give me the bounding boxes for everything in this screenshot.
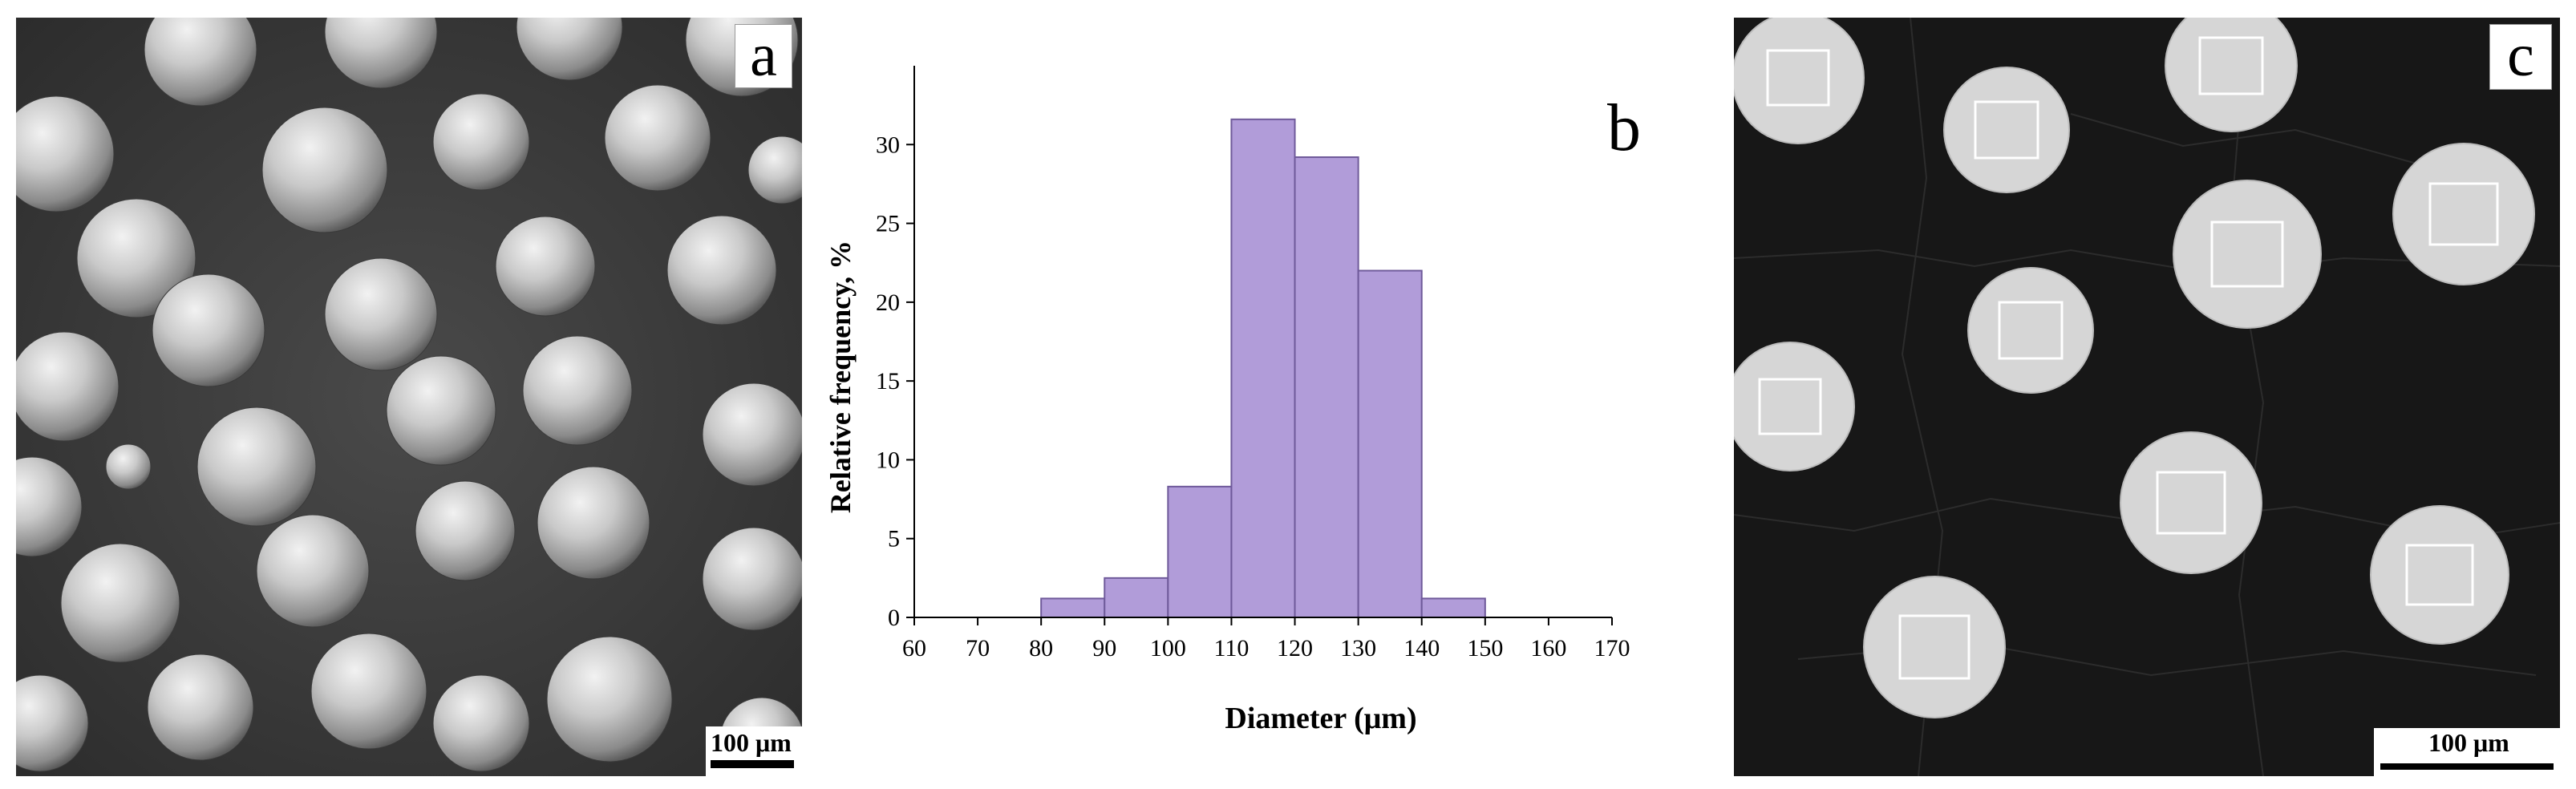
y-tick-label: 20: [876, 289, 900, 316]
y-tick-label: 30: [876, 132, 900, 158]
powder-sphere: [196, 407, 317, 527]
x-tick-label: 90: [1092, 635, 1116, 662]
powder-sphere: [16, 456, 83, 557]
x-axis-label: Diameter (μm): [1225, 702, 1416, 735]
panel-label-c: c: [2489, 24, 2552, 90]
x-tick-label: 150: [1467, 635, 1503, 662]
powder-sphere: [105, 443, 152, 490]
powder-sphere: [60, 543, 180, 663]
diameter-histogram: 60 70 80 90 100 110 120 130 140 150 160 170 0 5 10 15 2…: [824, 66, 1630, 735]
powder-sphere: [415, 480, 516, 581]
y-tick-label: 25: [876, 211, 900, 237]
particle-cross-section: [2392, 143, 2535, 285]
powder-sphere: [16, 674, 89, 772]
powder-sphere: [144, 18, 257, 107]
x-tick-label: 80: [1029, 635, 1053, 662]
powder-sphere: [432, 93, 530, 191]
histogram-panel: 60 70 80 90 100 110 120 130 140 150 160 170 0 5 10 15 2…: [818, 24, 1700, 770]
scale-label-a: 100 μm: [711, 728, 792, 757]
histogram-bar: [1230, 118, 1296, 618]
powder-sphere: [324, 257, 438, 371]
powder-sphere: [516, 18, 623, 81]
particle-cross-section: [1967, 267, 2094, 394]
particle-cross-section: [1943, 67, 2070, 193]
powder-sphere: [76, 198, 196, 318]
analysis-box: [2428, 182, 2499, 246]
powder-sphere: [16, 331, 119, 442]
powder-sphere: [310, 633, 427, 750]
scale-line-c: [2380, 763, 2554, 770]
histogram-bar: [1167, 485, 1233, 618]
sem-powder-image: a 100 μm: [16, 18, 802, 776]
x-tick-label: 170: [1594, 635, 1630, 662]
powder-sphere: [386, 355, 496, 466]
particle-cross-section: [1734, 18, 1865, 144]
powder-sphere: [147, 653, 254, 761]
powder-sphere: [666, 215, 777, 326]
powder-sphere: [537, 466, 650, 580]
x-tick-label: 160: [1530, 635, 1566, 662]
scale-bar-c: 100 μm: [2374, 728, 2560, 776]
y-tick-label: 5: [888, 526, 900, 552]
analysis-box: [1898, 614, 1970, 680]
y-axis-label: Relative frequency, %: [824, 241, 857, 513]
analysis-box: [1766, 49, 1830, 107]
powder-sphere: [522, 335, 633, 446]
powder-sphere: [16, 95, 115, 212]
particle-cross-section: [2165, 18, 2298, 132]
x-tick-label: 60: [902, 635, 926, 662]
powder-sphere: [546, 636, 673, 763]
panel-letter-b-text: b: [1607, 91, 1641, 165]
panel-letter-c-text: c: [2507, 22, 2534, 89]
powder-sphere: [747, 136, 802, 204]
powder-sphere: [604, 84, 711, 192]
analysis-box: [2198, 36, 2264, 95]
analysis-box: [1974, 100, 2039, 160]
cross-section-image: c 100 μm: [1734, 18, 2560, 776]
analysis-box: [2405, 544, 2474, 606]
x-tick-label: 70: [966, 635, 990, 662]
powder-sphere: [702, 527, 802, 631]
panel-label-a: a: [735, 24, 792, 88]
histogram-bar: [1357, 269, 1423, 618]
histogram-bar: [1104, 577, 1169, 618]
y-tick-label: 10: [876, 447, 900, 473]
analysis-box: [2156, 471, 2226, 535]
particle-cross-section: [1734, 342, 1855, 471]
histogram-bar: [1040, 597, 1106, 619]
histogram-bar: [1294, 156, 1359, 619]
particle-cross-section: [2370, 505, 2509, 645]
scale-label-c: 100 μm: [2428, 728, 2509, 757]
grain-boundary-line: [1734, 249, 2560, 276]
x-tick-label: 140: [1403, 635, 1440, 662]
powder-sphere: [432, 674, 530, 772]
particle-cross-sections-graphic: [1734, 18, 2560, 776]
powder-sphere: [256, 514, 370, 628]
y-tick-label: 15: [876, 368, 900, 394]
particle-cross-section: [2173, 180, 2322, 329]
powder-sphere: [324, 18, 438, 89]
analysis-box: [2210, 221, 2284, 288]
powder-sphere: [702, 382, 802, 487]
x-tick-label: 110: [1214, 635, 1250, 662]
powder-sphere: [261, 107, 388, 233]
analysis-box: [1998, 301, 2064, 360]
particle-cross-section: [2120, 431, 2262, 574]
histogram-bar: [1420, 597, 1486, 619]
x-tick-label: 120: [1277, 635, 1313, 662]
scale-line-a: [711, 760, 794, 768]
x-tick-label: 100: [1150, 635, 1186, 662]
powder-sphere: [495, 216, 596, 317]
grain-boundary-line: [2070, 113, 2440, 171]
powder-sphere: [152, 273, 265, 387]
analysis-box: [1758, 378, 1822, 435]
x-tick-label: 130: [1340, 635, 1376, 662]
panel-letter-a-text: a: [750, 22, 777, 89]
panel-label-b: b: [1588, 95, 1660, 162]
powder-particles-graphic: [16, 18, 802, 776]
grain-boundary-line: [2230, 18, 2265, 776]
y-tick-label: 0: [888, 605, 900, 631]
particle-cross-section: [1863, 576, 2006, 718]
scale-bar-a: 100 μm: [706, 726, 802, 776]
